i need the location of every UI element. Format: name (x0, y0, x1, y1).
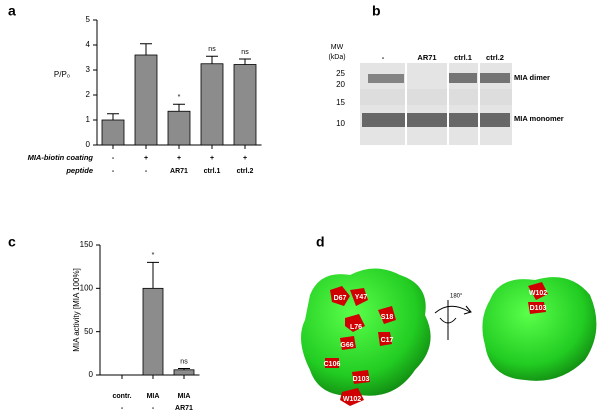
y-tick-label: 0 (89, 370, 94, 379)
bar (167, 110, 191, 146)
y-tick-label: 0 (86, 140, 91, 149)
x-tick-label: - (112, 168, 115, 175)
y-tick-label: 50 (84, 327, 93, 336)
panel-label: d (316, 234, 325, 250)
annotation: ns (180, 358, 188, 365)
residue-label: S18 (381, 314, 394, 321)
annotation: * (152, 252, 155, 259)
residue-label: D103 (353, 376, 370, 383)
y-tick-label: 150 (80, 240, 94, 249)
residue-label: L76 (350, 324, 362, 331)
y-axis-label: P/P₀ (54, 70, 70, 79)
lane-label: AR71 (417, 53, 436, 62)
error-bar (178, 368, 190, 370)
residue-label: Y47 (355, 294, 368, 301)
bar (200, 63, 224, 146)
y-tick-label: 5 (86, 15, 91, 24)
protein-surface (301, 268, 597, 406)
x-tick-label: - (121, 405, 124, 412)
annotation: ns (241, 49, 249, 56)
panel-label: a (8, 3, 16, 19)
error-bar (140, 43, 152, 55)
residue-label: W102 (343, 396, 361, 403)
x-tick-label: contr. (112, 393, 131, 400)
x-tick-label: + (210, 155, 214, 162)
y-axis-label: MIA activity [MIA 100%] (72, 268, 81, 352)
error-bar (147, 261, 159, 289)
lane-label: - (382, 53, 385, 62)
error-bar (107, 113, 119, 120)
blot-image (360, 63, 512, 145)
row-label: peptide (65, 166, 93, 175)
x-tick-label: MIA (178, 393, 191, 400)
residue-label: C106 (324, 361, 341, 368)
error-bar (239, 58, 251, 65)
residue-label: D103 (530, 305, 547, 312)
x-tick-label: + (243, 155, 247, 162)
x-tick-label: - (145, 168, 148, 175)
panel-label: b (372, 3, 381, 19)
residue-label: D67 (334, 295, 347, 302)
mw-tick: 20 (336, 80, 345, 89)
lane-label: ctrl.1 (454, 53, 472, 62)
residue-label: G66 (340, 342, 353, 349)
x-tick-label: AR71 (170, 168, 188, 175)
bar (233, 64, 257, 146)
x-tick-label: - (112, 155, 115, 162)
x-tick-label: ctrl.1 (204, 168, 221, 175)
y-tick-label: 2 (86, 90, 91, 99)
mw-tick: 15 (336, 98, 345, 107)
annotation: ns (208, 46, 216, 53)
mw-label: MW (331, 44, 344, 51)
band-label: MIA monomer (514, 114, 564, 123)
residue-label: C17 (381, 337, 394, 344)
mw-unit: (kDa) (328, 54, 345, 61)
band-label: MIA dimer (514, 73, 550, 82)
y-tick-label: 3 (86, 65, 91, 74)
bar (134, 54, 158, 146)
x-tick-label: + (144, 155, 148, 162)
lane-label: ctrl.2 (486, 53, 504, 62)
x-tick-label: ctrl.2 (237, 168, 254, 175)
mw-tick: 10 (336, 119, 345, 128)
x-tick-label: AR71 (175, 405, 193, 412)
panel-label: c (8, 234, 16, 250)
x-tick-label: MIA (147, 393, 160, 400)
y-tick-label: 4 (86, 40, 91, 49)
bar (142, 287, 164, 376)
y-tick-label: 1 (86, 115, 91, 124)
y-tick-label: 100 (80, 283, 94, 292)
error-bar (206, 55, 218, 64)
mw-tick: 25 (336, 69, 345, 78)
error-bar (173, 103, 185, 112)
x-tick-label: + (177, 155, 181, 162)
x-tick-label: - (152, 405, 155, 412)
bar (173, 369, 195, 376)
row-label: MIA-biotin coating (28, 153, 94, 162)
bar (101, 119, 125, 146)
annotation: * (178, 94, 181, 101)
rotation-label: 180° (450, 294, 463, 300)
residue-label: W102 (529, 290, 547, 297)
